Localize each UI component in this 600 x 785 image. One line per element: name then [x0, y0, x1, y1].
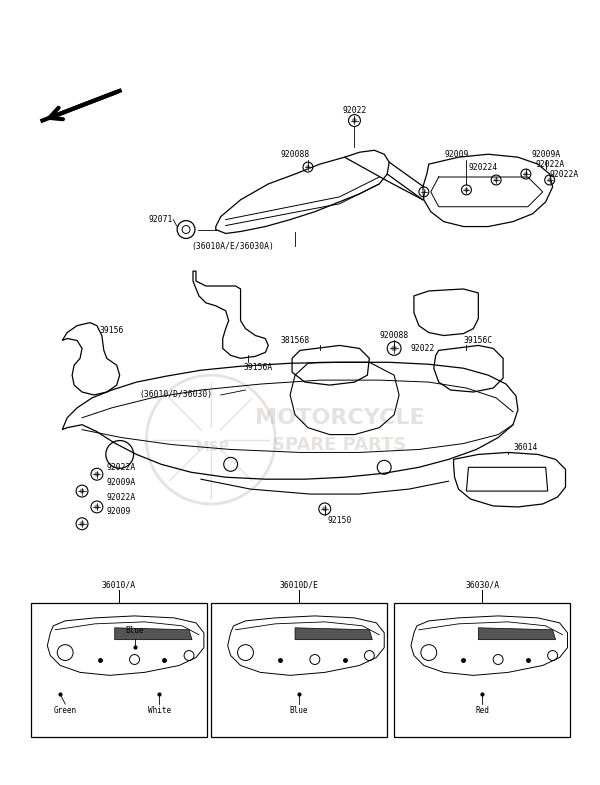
Circle shape [524, 173, 527, 176]
Circle shape [95, 505, 99, 509]
Circle shape [465, 188, 468, 192]
Text: MSP: MSP [196, 440, 230, 455]
Circle shape [95, 472, 99, 476]
Text: Blue: Blue [125, 626, 144, 635]
Bar [211, 603, 387, 737]
Text: 92009A: 92009A [107, 477, 136, 487]
Text: 920088: 920088 [280, 150, 310, 159]
Text: 92022A: 92022A [107, 463, 136, 472]
Text: White: White [148, 706, 171, 714]
Text: 92022: 92022 [411, 344, 436, 353]
Text: 920088: 920088 [379, 331, 409, 340]
Circle shape [80, 489, 84, 493]
Text: 92009: 92009 [107, 507, 131, 517]
Text: 92022A: 92022A [550, 170, 579, 178]
Text: 39156A: 39156A [244, 363, 273, 372]
Circle shape [548, 178, 551, 181]
Circle shape [422, 190, 425, 194]
Circle shape [323, 507, 327, 511]
Text: 92022A: 92022A [107, 492, 136, 502]
Text: 92009: 92009 [445, 150, 469, 159]
Text: (36010/D/36030): (36010/D/36030) [140, 390, 213, 400]
Text: 39156: 39156 [100, 326, 124, 335]
Text: 36010/A: 36010/A [101, 581, 136, 590]
Polygon shape [478, 628, 556, 640]
Text: Red: Red [475, 706, 489, 714]
Text: MOTORCYCLE: MOTORCYCLE [255, 407, 425, 428]
Text: 92009A: 92009A [531, 150, 560, 159]
Text: 36010D/E: 36010D/E [280, 581, 319, 590]
Text: (36010A/E/36030A): (36010A/E/36030A) [191, 242, 274, 251]
Polygon shape [295, 628, 373, 640]
Text: 36030/A: 36030/A [465, 581, 499, 590]
Bar [394, 603, 571, 737]
Text: SPARE PARTS: SPARE PARTS [272, 436, 407, 454]
Circle shape [392, 346, 397, 351]
Text: 920224: 920224 [469, 162, 497, 172]
Circle shape [182, 225, 190, 233]
Circle shape [306, 166, 310, 169]
Circle shape [352, 119, 356, 122]
Circle shape [80, 522, 84, 526]
Text: 381568: 381568 [280, 336, 310, 345]
Text: 92150: 92150 [328, 517, 352, 525]
Text: 36014: 36014 [514, 443, 538, 452]
Polygon shape [115, 628, 192, 640]
Text: 92071: 92071 [149, 215, 173, 224]
Text: 39156C: 39156C [464, 336, 493, 345]
Text: 92022: 92022 [343, 106, 367, 115]
Text: Blue: Blue [290, 706, 308, 714]
Text: Green: Green [53, 706, 77, 714]
Bar [31, 603, 207, 737]
Text: 92022A: 92022A [536, 159, 565, 169]
Circle shape [494, 178, 498, 181]
